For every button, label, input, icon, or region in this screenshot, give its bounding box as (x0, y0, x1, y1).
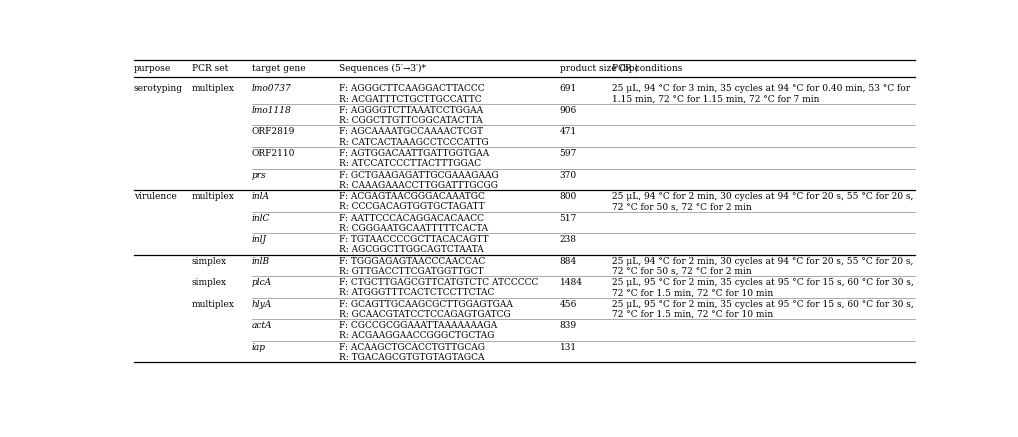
Text: PCR set: PCR set (192, 64, 228, 73)
Text: iap: iap (251, 343, 266, 352)
Text: R: CGGCTTGTTCGGCATACTTA: R: CGGCTTGTTCGGCATACTTA (339, 116, 483, 125)
Text: ORF2110: ORF2110 (251, 149, 295, 158)
Text: F: AGCAAAATGCCAAAACTCGT: F: AGCAAAATGCCAAAACTCGT (339, 128, 483, 136)
Text: 1.15 min, 72 °C for 1.15 min, 72 °C for 7 min: 1.15 min, 72 °C for 1.15 min, 72 °C for … (613, 94, 819, 104)
Text: 456: 456 (560, 300, 577, 309)
Text: virulence: virulence (133, 192, 176, 201)
Text: product size (bp): product size (bp) (560, 64, 637, 73)
Text: 72 °C for 50 s, 72 °C for 2 min: 72 °C for 50 s, 72 °C for 2 min (613, 267, 752, 276)
Text: 691: 691 (560, 84, 577, 94)
Text: 1484: 1484 (560, 278, 582, 287)
Text: 906: 906 (560, 106, 577, 115)
Text: 884: 884 (560, 257, 577, 266)
Text: plcA: plcA (251, 278, 272, 287)
Text: 839: 839 (560, 321, 577, 330)
Text: lmo1118: lmo1118 (251, 106, 291, 115)
Text: F: GCTGAAGAGATTGCGAAAGAAG: F: GCTGAAGAGATTGCGAAAGAAG (339, 170, 499, 180)
Text: F: CGCCGCGGAAATTAAAAAAAGA: F: CGCCGCGGAAATTAAAAAAAGA (339, 321, 497, 330)
Text: R: AGCGGCTTGGCAGTCTAATA: R: AGCGGCTTGGCAGTCTAATA (339, 245, 484, 254)
Text: F: AGTGGACAATTGATTGGTGAA: F: AGTGGACAATTGATTGGTGAA (339, 149, 489, 158)
Text: inlC: inlC (251, 214, 271, 222)
Text: R: GTTGACCTTCGATGGTTGCT: R: GTTGACCTTCGATGGTTGCT (339, 267, 484, 276)
Text: F: AGGGCTTCAAGGACTTACCC: F: AGGGCTTCAAGGACTTACCC (339, 84, 485, 94)
Text: 72 °C for 50 s, 72 °C for 2 min: 72 °C for 50 s, 72 °C for 2 min (613, 202, 752, 211)
Text: lmo0737: lmo0737 (251, 84, 291, 94)
Text: 25 μL, 95 °C for 2 min, 35 cycles at 95 °C for 15 s, 60 °C for 30 s,: 25 μL, 95 °C for 2 min, 35 cycles at 95 … (613, 278, 914, 287)
Text: inlA: inlA (251, 192, 270, 201)
Text: F: ACAAGCTGCACCTGTTGCAG: F: ACAAGCTGCACCTGTTGCAG (339, 343, 485, 352)
Text: F: TGGGAGAGTAACCCAACCAC: F: TGGGAGAGTAACCCAACCAC (339, 257, 485, 266)
Text: multiplex: multiplex (192, 192, 235, 201)
Text: R: ATCCATCCCTTACTTTGGAC: R: ATCCATCCCTTACTTTGGAC (339, 159, 480, 168)
Text: R: ATGGGTTTCACTCTCCTTCTAC: R: ATGGGTTTCACTCTCCTTCTAC (339, 288, 494, 297)
Text: 72 °C for 1.5 min, 72 °C for 10 min: 72 °C for 1.5 min, 72 °C for 10 min (613, 310, 774, 319)
Text: 25 μL, 94 °C for 3 min, 35 cycles at 94 °C for 0.40 min, 53 °C for: 25 μL, 94 °C for 3 min, 35 cycles at 94 … (613, 84, 910, 94)
Text: hlyA: hlyA (251, 300, 272, 309)
Text: PCR conditions: PCR conditions (613, 64, 683, 73)
Text: R: CATCACTAAAGCCTCCCATTG: R: CATCACTAAAGCCTCCCATTG (339, 138, 489, 146)
Text: 800: 800 (560, 192, 577, 201)
Text: simplex: simplex (192, 278, 227, 287)
Text: 370: 370 (560, 170, 577, 180)
Text: prs: prs (251, 170, 267, 180)
Text: multiplex: multiplex (192, 84, 235, 94)
Text: R: CCCGACAGTGGTGCTAGATT: R: CCCGACAGTGGTGCTAGATT (339, 202, 485, 211)
Text: inlB: inlB (251, 257, 270, 266)
Text: 131: 131 (560, 343, 577, 352)
Text: F: ACGAGTAACGGGACAAATGC: F: ACGAGTAACGGGACAAATGC (339, 192, 485, 201)
Text: F: CTGCTTGAGCGTTCATGTCTC ATCCCCC: F: CTGCTTGAGCGTTCATGTCTC ATCCCCC (339, 278, 539, 287)
Text: 238: 238 (560, 235, 576, 244)
Text: R: ACGATTTCTGCTTGCCATTC: R: ACGATTTCTGCTTGCCATTC (339, 94, 482, 104)
Text: R: CGGGAATGCAATTTTTCACTA: R: CGGGAATGCAATTTTTCACTA (339, 224, 488, 233)
Text: 25 μL, 94 °C for 2 min, 30 cycles at 94 °C for 20 s, 55 °C for 20 s,: 25 μL, 94 °C for 2 min, 30 cycles at 94 … (613, 257, 914, 266)
Text: R: CAAAGAAACCTTGGATTTGCGG: R: CAAAGAAACCTTGGATTTGCGG (339, 180, 498, 190)
Text: ORF2819: ORF2819 (251, 128, 295, 136)
Text: serotyping: serotyping (133, 84, 182, 94)
Text: R: ACGAAGGAACCGGGCTGCTAG: R: ACGAAGGAACCGGGCTGCTAG (339, 331, 494, 340)
Text: inlJ: inlJ (251, 235, 267, 244)
Text: Sequences (5′→3′)*: Sequences (5′→3′)* (339, 64, 426, 73)
Text: F: GCAGTTGCAAGCGCTTGGAGTGAA: F: GCAGTTGCAAGCGCTTGGAGTGAA (339, 300, 513, 309)
Text: multiplex: multiplex (192, 300, 235, 309)
Text: simplex: simplex (192, 257, 227, 266)
Text: actA: actA (251, 321, 273, 330)
Text: F: AATTCCCACAGGACACAACC: F: AATTCCCACAGGACACAACC (339, 214, 484, 222)
Text: 25 μL, 95 °C for 2 min, 35 cycles at 95 °C for 15 s, 60 °C for 30 s,: 25 μL, 95 °C for 2 min, 35 cycles at 95 … (613, 300, 914, 309)
Text: R: GCAACGTATCCTCCAGAGTGATCG: R: GCAACGTATCCTCCAGAGTGATCG (339, 310, 510, 319)
Text: 597: 597 (560, 149, 577, 158)
Text: F: TGTAACCCCGCTTACACAGTT: F: TGTAACCCCGCTTACACAGTT (339, 235, 489, 244)
Text: F: AGGGGTCTTAAATCCTGGAA: F: AGGGGTCTTAAATCCTGGAA (339, 106, 483, 115)
Text: R: TGACAGCGTGTGTAGTAGCA: R: TGACAGCGTGTGTAGTAGCA (339, 353, 485, 362)
Text: 471: 471 (560, 128, 577, 136)
Text: 25 μL, 94 °C for 2 min, 30 cycles at 94 °C for 20 s, 55 °C for 20 s,: 25 μL, 94 °C for 2 min, 30 cycles at 94 … (613, 192, 914, 201)
Text: purpose: purpose (133, 64, 171, 73)
Text: 517: 517 (560, 214, 577, 222)
Text: target gene: target gene (251, 64, 305, 73)
Text: 72 °C for 1.5 min, 72 °C for 10 min: 72 °C for 1.5 min, 72 °C for 10 min (613, 288, 774, 297)
